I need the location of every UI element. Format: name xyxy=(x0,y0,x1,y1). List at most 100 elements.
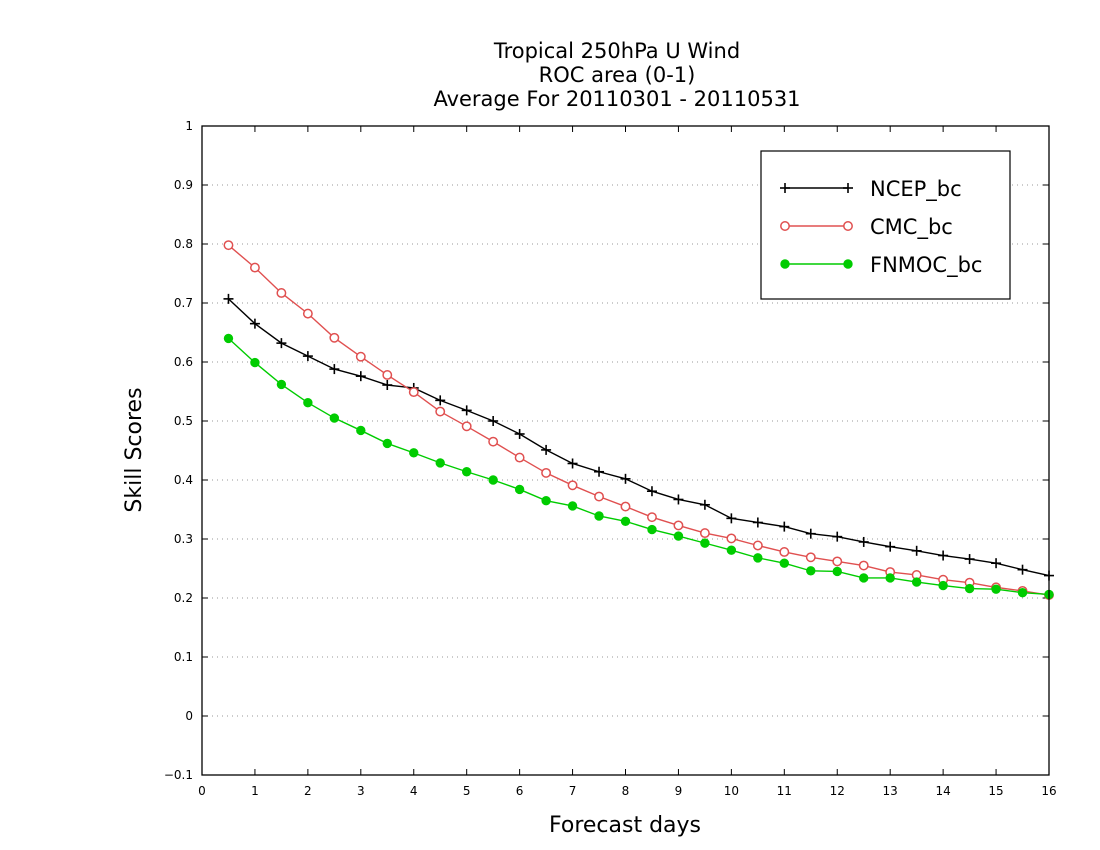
data-point xyxy=(382,438,392,449)
data-point xyxy=(752,540,763,551)
series-line xyxy=(227,337,1050,596)
data-point xyxy=(514,452,525,463)
x-tick-label: 8 xyxy=(622,784,630,798)
data-point xyxy=(223,240,234,251)
data-point xyxy=(620,516,631,526)
plot-frame xyxy=(201,125,1050,776)
x-tick-label: 13 xyxy=(883,784,898,798)
y-tick-label: 0.5 xyxy=(174,414,193,428)
data-point xyxy=(673,494,684,505)
data-point xyxy=(461,405,472,416)
data-point xyxy=(726,545,737,555)
data-point xyxy=(435,458,445,468)
data-point xyxy=(223,333,234,344)
data-point xyxy=(858,560,869,571)
data-point xyxy=(938,550,949,561)
data-point xyxy=(594,491,604,502)
data-point xyxy=(461,467,472,477)
data-point xyxy=(541,467,552,478)
x-tick-label: 0 xyxy=(198,784,206,798)
data-point xyxy=(594,511,604,521)
legend-marker xyxy=(780,259,790,269)
data-point xyxy=(805,528,816,539)
data-point xyxy=(541,495,551,506)
y-tick-label: 0.1 xyxy=(174,650,193,664)
data-point xyxy=(753,553,763,563)
data-point xyxy=(832,531,843,542)
data-point xyxy=(409,448,419,458)
data-point xyxy=(302,351,313,362)
data-point xyxy=(620,473,631,484)
x-axis-label: Forecast days xyxy=(549,813,701,838)
data-point xyxy=(911,545,922,556)
y-tick-label: 0.7 xyxy=(174,296,193,310)
data-point xyxy=(356,425,366,436)
y-axis-label: Skill Scores xyxy=(122,387,147,512)
chart-title-line-3: Average For 20110301 - 20110531 xyxy=(433,87,800,111)
x-tick-label: 14 xyxy=(935,784,950,798)
data-point xyxy=(806,566,816,576)
data-point xyxy=(567,501,578,511)
data-point xyxy=(329,332,340,343)
data-point xyxy=(885,573,895,583)
x-tick-label: 9 xyxy=(675,784,683,798)
y-tick-label: 1 xyxy=(185,119,193,133)
data-point xyxy=(673,520,684,531)
data-point xyxy=(302,308,313,319)
data-point xyxy=(488,416,499,426)
legend-marker xyxy=(843,259,853,269)
data-point xyxy=(620,501,631,512)
data-point xyxy=(249,318,260,329)
y-tick-label: 0 xyxy=(185,709,193,723)
data-point xyxy=(408,387,419,398)
y-tick-label: −0.1 xyxy=(164,768,193,782)
data-point xyxy=(355,371,366,382)
data-point xyxy=(699,499,710,510)
data-point xyxy=(779,521,790,532)
legend-label: FNMOC_bc xyxy=(870,253,982,278)
data-point xyxy=(832,556,843,567)
legend-marker xyxy=(780,221,790,231)
series-layer xyxy=(223,240,1054,600)
data-point xyxy=(673,531,684,541)
data-point xyxy=(752,517,763,528)
data-point xyxy=(250,357,260,368)
data-point xyxy=(488,436,499,447)
x-tick-label: 3 xyxy=(357,784,365,798)
legend: NCEP_bc CMC_bc FNMOC_bc xyxy=(760,150,1011,300)
data-point xyxy=(329,364,340,375)
series-NCEP_bc xyxy=(223,293,1054,581)
x-tick-label: 7 xyxy=(569,784,577,798)
data-point xyxy=(488,475,498,485)
y-tick-label: 0.6 xyxy=(174,355,193,369)
data-point xyxy=(461,421,472,432)
chart-title-line-1: Tropical 250hPa U Wind xyxy=(493,39,740,63)
data-point xyxy=(1017,587,1028,598)
data-point xyxy=(249,262,260,273)
data-point xyxy=(329,413,340,423)
legend-entry: CMC_bc xyxy=(780,215,953,240)
y-tick-label: 0.3 xyxy=(174,532,193,546)
data-point xyxy=(938,580,948,591)
axis-ticks: 10.90.80.70.60.50.40.30.20.10−0.10 1 2 3 4 5 6… xyxy=(164,119,1057,798)
data-point xyxy=(435,406,446,417)
x-tick-label: 6 xyxy=(516,784,524,798)
y-tick-label: 0.9 xyxy=(174,178,193,192)
data-point xyxy=(382,380,393,391)
y-tick-label: 0.4 xyxy=(174,473,193,487)
legend-marker xyxy=(843,221,853,231)
data-point xyxy=(700,538,710,548)
data-point xyxy=(726,513,737,524)
legend-entry: NCEP_bc xyxy=(780,177,962,202)
legend-label: NCEP_bc xyxy=(870,177,962,202)
data-point xyxy=(991,584,1001,594)
x-tick-label: 16 xyxy=(1041,784,1056,798)
data-point xyxy=(885,541,896,552)
data-point xyxy=(303,398,313,408)
x-tick-label: 15 xyxy=(988,784,1003,798)
data-point xyxy=(276,338,287,349)
data-point xyxy=(859,573,869,583)
data-point xyxy=(647,524,657,535)
data-point xyxy=(567,480,578,491)
